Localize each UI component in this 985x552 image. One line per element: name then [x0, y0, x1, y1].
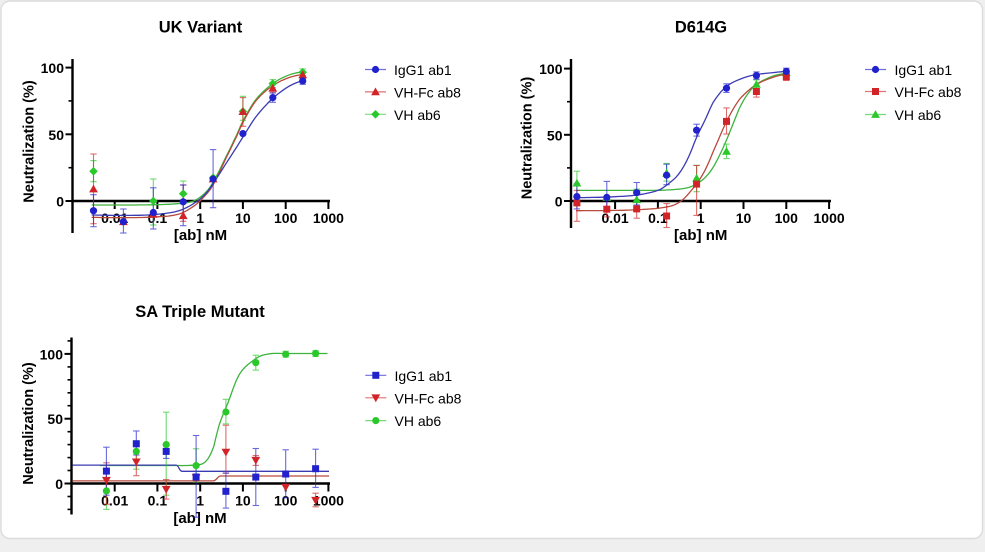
svg-text:1000: 1000 — [313, 493, 344, 509]
svg-text:UK Variant: UK Variant — [159, 19, 243, 37]
svg-text:IgG1 ab1: IgG1 ab1 — [895, 62, 953, 78]
svg-text:D614G: D614G — [675, 19, 727, 37]
svg-text:50: 50 — [547, 127, 563, 143]
svg-text:Neutralization (%): Neutralization (%) — [520, 77, 536, 200]
svg-text:VH ab6: VH ab6 — [394, 107, 441, 123]
svg-text:IgG1 ab1: IgG1 ab1 — [394, 62, 452, 78]
svg-text:0: 0 — [56, 194, 64, 210]
svg-text:10: 10 — [235, 493, 251, 509]
svg-text:[ab] nM: [ab] nM — [173, 510, 226, 527]
svg-text:Neutralization (%): Neutralization (%) — [22, 80, 38, 203]
svg-text:0.01: 0.01 — [601, 210, 628, 226]
svg-text:Neutralization (%): Neutralization (%) — [21, 362, 37, 485]
svg-text:10: 10 — [235, 210, 251, 226]
svg-text:VH-Fc ab8: VH-Fc ab8 — [395, 390, 462, 406]
svg-text:0: 0 — [555, 194, 563, 210]
svg-text:100: 100 — [40, 346, 64, 362]
svg-text:VH ab6: VH ab6 — [395, 413, 442, 429]
svg-text:IgG1 ab1: IgG1 ab1 — [395, 368, 453, 384]
svg-text:0.1: 0.1 — [148, 493, 168, 509]
svg-text:0: 0 — [55, 476, 63, 492]
svg-text:50: 50 — [48, 127, 64, 143]
svg-text:1000: 1000 — [814, 210, 845, 226]
svg-text:VH-Fc ab8: VH-Fc ab8 — [394, 84, 461, 100]
svg-text:1: 1 — [697, 210, 705, 226]
svg-text:SA Triple Mutant: SA Triple Mutant — [135, 303, 265, 321]
svg-text:100: 100 — [41, 60, 65, 76]
svg-text:1: 1 — [196, 210, 204, 226]
svg-text:[ab] nM: [ab] nM — [174, 227, 227, 244]
svg-text:1000: 1000 — [313, 210, 344, 226]
svg-text:1: 1 — [196, 493, 204, 509]
svg-text:[ab] nM: [ab] nM — [674, 227, 727, 244]
svg-text:0.1: 0.1 — [648, 210, 668, 226]
svg-text:VH ab6: VH ab6 — [895, 107, 942, 123]
svg-text:100: 100 — [274, 210, 298, 226]
svg-text:100: 100 — [539, 61, 563, 77]
svg-text:100: 100 — [775, 210, 799, 226]
svg-text:100: 100 — [274, 493, 298, 509]
svg-text:VH-Fc ab8: VH-Fc ab8 — [895, 84, 962, 100]
svg-text:10: 10 — [736, 210, 752, 226]
svg-text:50: 50 — [47, 411, 63, 427]
